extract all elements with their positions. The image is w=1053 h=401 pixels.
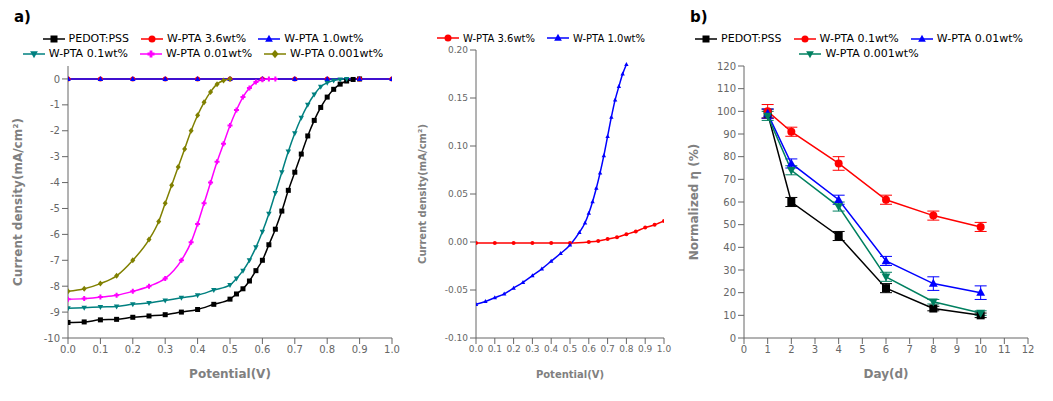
svg-text:-4: -4 — [50, 177, 60, 188]
svg-text:8: 8 — [930, 344, 936, 355]
svg-text:0.2: 0.2 — [506, 344, 520, 354]
svg-text:Normalized η (%): Normalized η (%) — [687, 144, 701, 261]
svg-text:-1: -1 — [50, 99, 60, 110]
html-text:W-PTA 1.0wt%: W-PTA 1.0wt% — [573, 32, 645, 44]
svg-text:-2: -2 — [50, 125, 60, 136]
svg-text:0.9: 0.9 — [352, 344, 368, 355]
svg-text:1.0: 1.0 — [657, 344, 672, 354]
svg-text:Potential(V): Potential(V) — [189, 367, 271, 381]
svg-text:0.10: 0.10 — [448, 141, 468, 151]
html-text:W-PTA 0.01wt%: W-PTA 0.01wt% — [165, 47, 253, 60]
html-text:W-PTA 0.1wt%: W-PTA 0.1wt% — [48, 47, 128, 60]
html-text:W-PTA 3.6wt%: W-PTA 3.6wt% — [167, 32, 247, 45]
svg-text:11: 11 — [998, 344, 1011, 355]
svg-text:9: 9 — [954, 344, 960, 355]
svg-text:-0.10: -0.10 — [445, 333, 469, 343]
svg-text:3: 3 — [812, 344, 818, 355]
svg-text:0.2: 0.2 — [125, 344, 141, 355]
svg-text:-6: -6 — [50, 229, 60, 240]
svg-text:40: 40 — [723, 242, 736, 253]
svg-text:-8: -8 — [50, 281, 60, 292]
svg-text:Potential(V): Potential(V) — [536, 369, 604, 380]
svg-text:50: 50 — [723, 219, 736, 230]
svg-text:120: 120 — [717, 61, 736, 72]
svg-text:100: 100 — [717, 106, 736, 117]
svg-text:0.20: 0.20 — [448, 45, 468, 55]
svg-text:6: 6 — [883, 344, 889, 355]
svg-text:0: 0 — [730, 333, 736, 344]
html-text:W-PTA 3.6wt%: W-PTA 3.6wt% — [463, 32, 535, 44]
svg-text:0: 0 — [741, 344, 747, 355]
svg-text:0.0: 0.0 — [60, 344, 76, 355]
svg-text:0: 0 — [54, 74, 60, 85]
svg-text:0.6: 0.6 — [254, 344, 270, 355]
svg-text:0.5: 0.5 — [563, 344, 577, 354]
svg-text:80: 80 — [723, 151, 736, 162]
svg-text:90: 90 — [723, 129, 736, 140]
svg-text:0.0: 0.0 — [469, 344, 484, 354]
html-text:W-PTA 0.001wt%: W-PTA 0.001wt% — [825, 47, 919, 60]
svg-text:1: 1 — [764, 344, 770, 355]
svg-text:Day(d): Day(d) — [863, 367, 908, 381]
svg-text:10: 10 — [974, 344, 987, 355]
svg-text:-3: -3 — [50, 151, 60, 162]
svg-text:-9: -9 — [50, 307, 60, 318]
svg-text:0.1: 0.1 — [488, 344, 502, 354]
svg-text:30: 30 — [723, 265, 736, 276]
html-text:W-PTA 1.0wt%: W-PTA 1.0wt% — [284, 32, 364, 45]
svg-text:0.9: 0.9 — [638, 344, 653, 354]
svg-text:7: 7 — [906, 344, 912, 355]
svg-text:0.8: 0.8 — [619, 344, 634, 354]
svg-text:20: 20 — [723, 287, 736, 298]
svg-text:10: 10 — [723, 310, 736, 321]
html-text:a): a) — [14, 8, 31, 26]
svg-text:4: 4 — [835, 344, 841, 355]
svg-text:0.8: 0.8 — [319, 344, 335, 355]
svg-text:1.0: 1.0 — [384, 344, 400, 355]
svg-text:Current density(mA/cm²): Current density(mA/cm²) — [417, 124, 428, 264]
svg-text:0.7: 0.7 — [287, 344, 303, 355]
html-text:W-PTA 0.01wt%: W-PTA 0.01wt% — [936, 32, 1023, 45]
svg-text:60: 60 — [723, 197, 736, 208]
html-text:W-PTA 0.001wt%: W-PTA 0.001wt% — [290, 47, 384, 60]
html-text:W-PTA 0.1wt%: W-PTA 0.1wt% — [819, 32, 899, 45]
svg-text:0.6: 0.6 — [582, 344, 597, 354]
svg-text:0.4: 0.4 — [190, 344, 206, 355]
html-text:PEDOT:PSS: PEDOT:PSS — [68, 32, 130, 45]
svg-text:-0.05: -0.05 — [445, 285, 468, 295]
svg-text:0.7: 0.7 — [600, 344, 614, 354]
svg-text:12: 12 — [1022, 344, 1035, 355]
svg-text:0.05: 0.05 — [448, 189, 468, 199]
svg-text:2: 2 — [788, 344, 794, 355]
svg-text:70: 70 — [723, 174, 736, 185]
svg-text:-7: -7 — [50, 255, 60, 266]
svg-text:-5: -5 — [50, 203, 60, 214]
svg-text:Current density(mA/cm²): Current density(mA/cm²) — [11, 118, 25, 286]
svg-text:5: 5 — [859, 344, 865, 355]
svg-text:0.1: 0.1 — [92, 344, 108, 355]
svg-text:0.4: 0.4 — [544, 344, 559, 354]
svg-text:0.00: 0.00 — [448, 237, 468, 247]
svg-text:0.3: 0.3 — [525, 344, 539, 354]
svg-text:0.15: 0.15 — [448, 93, 468, 103]
svg-text:110: 110 — [717, 83, 736, 94]
svg-text:-10: -10 — [44, 333, 60, 344]
html-text:PEDOT:PSS: PEDOT:PSS — [721, 32, 782, 45]
html-text:b): b) — [690, 8, 708, 26]
svg-text:0.3: 0.3 — [157, 344, 173, 355]
svg-text:0.5: 0.5 — [222, 344, 238, 355]
